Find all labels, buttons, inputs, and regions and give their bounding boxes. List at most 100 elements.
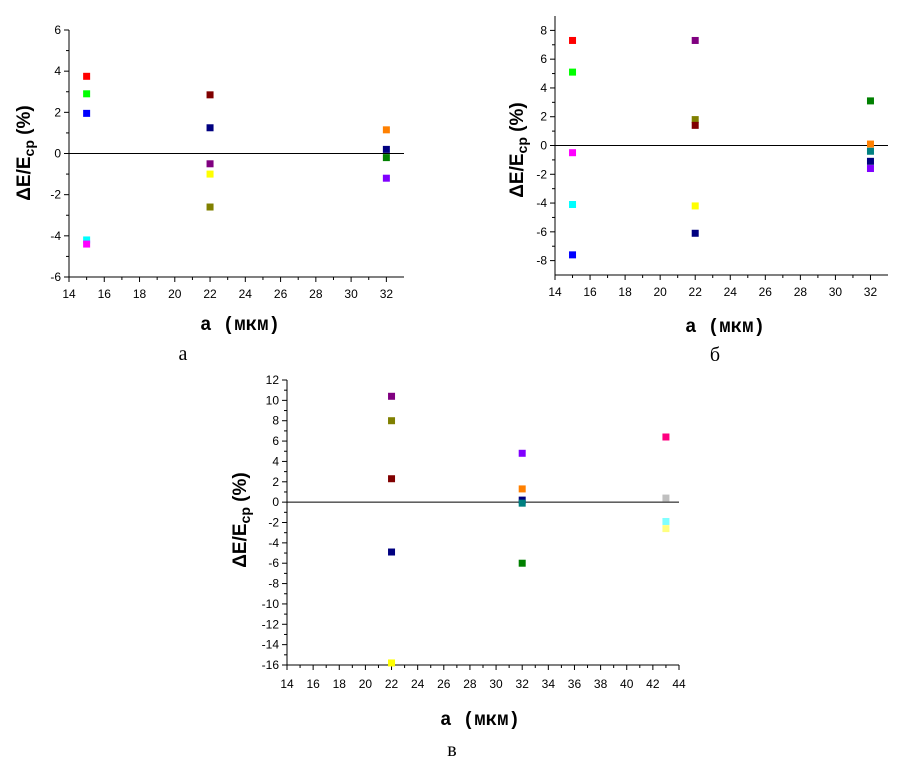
- data-point: [83, 90, 91, 98]
- data-point: [382, 154, 390, 162]
- x-tick-label: 36: [568, 677, 582, 691]
- x-tick-label: 30: [829, 285, 843, 299]
- data-point: [569, 251, 577, 259]
- data-point: [83, 109, 91, 117]
- x-tick-label: 32: [516, 677, 530, 691]
- data-point: [691, 116, 699, 124]
- x-tick-label: 42: [646, 677, 660, 691]
- data-point: [388, 417, 396, 425]
- y-tick-label: -8: [268, 577, 279, 591]
- y-tick-label: 2: [54, 105, 61, 119]
- y-tick-label: 6: [540, 52, 547, 66]
- data-point: [662, 525, 670, 533]
- x-tick-label: 28: [794, 285, 808, 299]
- y-tick-label: -6: [268, 556, 279, 570]
- data-point: [83, 236, 91, 244]
- x-tick-label: 30: [489, 677, 503, 691]
- data-point: [866, 157, 874, 165]
- x-tick-label: 18: [618, 285, 632, 299]
- data-point: [382, 126, 390, 134]
- x-tick-label: 24: [411, 677, 425, 691]
- y-tick-label: -2: [268, 516, 279, 530]
- x-tick-label: 16: [583, 285, 597, 299]
- y-tick-label: -4: [536, 196, 547, 210]
- data-point: [569, 68, 577, 76]
- panel-caption: в: [447, 739, 456, 760]
- data-point: [388, 392, 396, 400]
- data-point: [206, 124, 214, 132]
- data-point: [866, 140, 874, 148]
- x-tick-label: 20: [168, 287, 182, 301]
- x-tick-label: 22: [385, 677, 399, 691]
- x-tick-label: 26: [759, 285, 773, 299]
- y-tick-label: -6: [50, 270, 61, 284]
- x-tick-label: 20: [653, 285, 667, 299]
- y-tick-label: 6: [54, 23, 61, 37]
- data-point: [569, 200, 577, 208]
- y-tick-label: 12: [266, 373, 280, 387]
- data-point: [691, 229, 699, 237]
- x-tick-label: 40: [620, 677, 634, 691]
- y-tick-label: 8: [540, 23, 547, 37]
- x-tick-label: 24: [724, 285, 738, 299]
- x-tick-label: 22: [203, 287, 217, 301]
- x-tick-label: 26: [437, 677, 451, 691]
- y-tick-label: -4: [50, 229, 61, 243]
- x-tick-label: 18: [133, 287, 147, 301]
- y-tick-label: 0: [540, 139, 547, 153]
- data-point: [518, 485, 526, 493]
- data-point: [83, 240, 91, 248]
- y-tick-label: -8: [536, 254, 547, 268]
- y-tick-label: 4: [540, 81, 547, 95]
- x-tick-label: 14: [62, 287, 76, 301]
- y-axis-label: ΔE/Ecp (%): [230, 472, 253, 567]
- y-tick-label: 10: [266, 393, 280, 407]
- x-tick-label: 26: [274, 287, 288, 301]
- x-tick-label: 28: [309, 287, 323, 301]
- data-point: [866, 147, 874, 155]
- data-point: [569, 36, 577, 44]
- y-tick-label: -4: [268, 536, 279, 550]
- x-tick-label: 24: [239, 287, 253, 301]
- x-tick-label: 18: [333, 677, 347, 691]
- x-tick-label: 32: [864, 285, 878, 299]
- x-tick-label: 22: [689, 285, 703, 299]
- x-tick-label: 14: [280, 677, 294, 691]
- x-axis-label: a (мкм): [685, 316, 765, 338]
- data-point: [691, 202, 699, 210]
- x-tick-label: 44: [672, 677, 686, 691]
- y-tick-label: 2: [540, 110, 547, 124]
- data-point: [382, 145, 390, 153]
- data-point: [662, 517, 670, 525]
- y-tick-label: -16: [262, 658, 280, 672]
- data-point: [866, 97, 874, 105]
- y-tick-label: 0: [54, 147, 61, 161]
- x-axis-label: a (мкм): [200, 314, 280, 336]
- y-tick-label: 0: [272, 495, 279, 509]
- x-tick-label: 30: [344, 287, 358, 301]
- x-tick-label: 20: [359, 677, 373, 691]
- y-axis-label: ΔE/Ecp (%): [14, 105, 37, 200]
- data-point: [206, 91, 214, 99]
- panel-caption: а: [179, 343, 188, 365]
- panel-caption: б: [710, 344, 720, 366]
- y-tick-label: 4: [54, 64, 61, 78]
- data-point: [662, 494, 670, 502]
- y-tick-label: 4: [272, 454, 279, 468]
- x-axis-label: a (мкм): [440, 709, 520, 731]
- y-tick-label: 6: [272, 434, 279, 448]
- y-axis-label: ΔE/Ecp (%): [507, 102, 530, 197]
- x-tick-label: 16: [306, 677, 320, 691]
- x-tick-label: 28: [463, 677, 477, 691]
- data-point: [518, 559, 526, 567]
- x-tick-label: 34: [542, 677, 556, 691]
- data-point: [83, 72, 91, 80]
- y-tick-label: -2: [536, 167, 547, 181]
- x-tick-label: 16: [98, 287, 112, 301]
- x-tick-label: 32: [380, 287, 394, 301]
- data-point: [569, 149, 577, 157]
